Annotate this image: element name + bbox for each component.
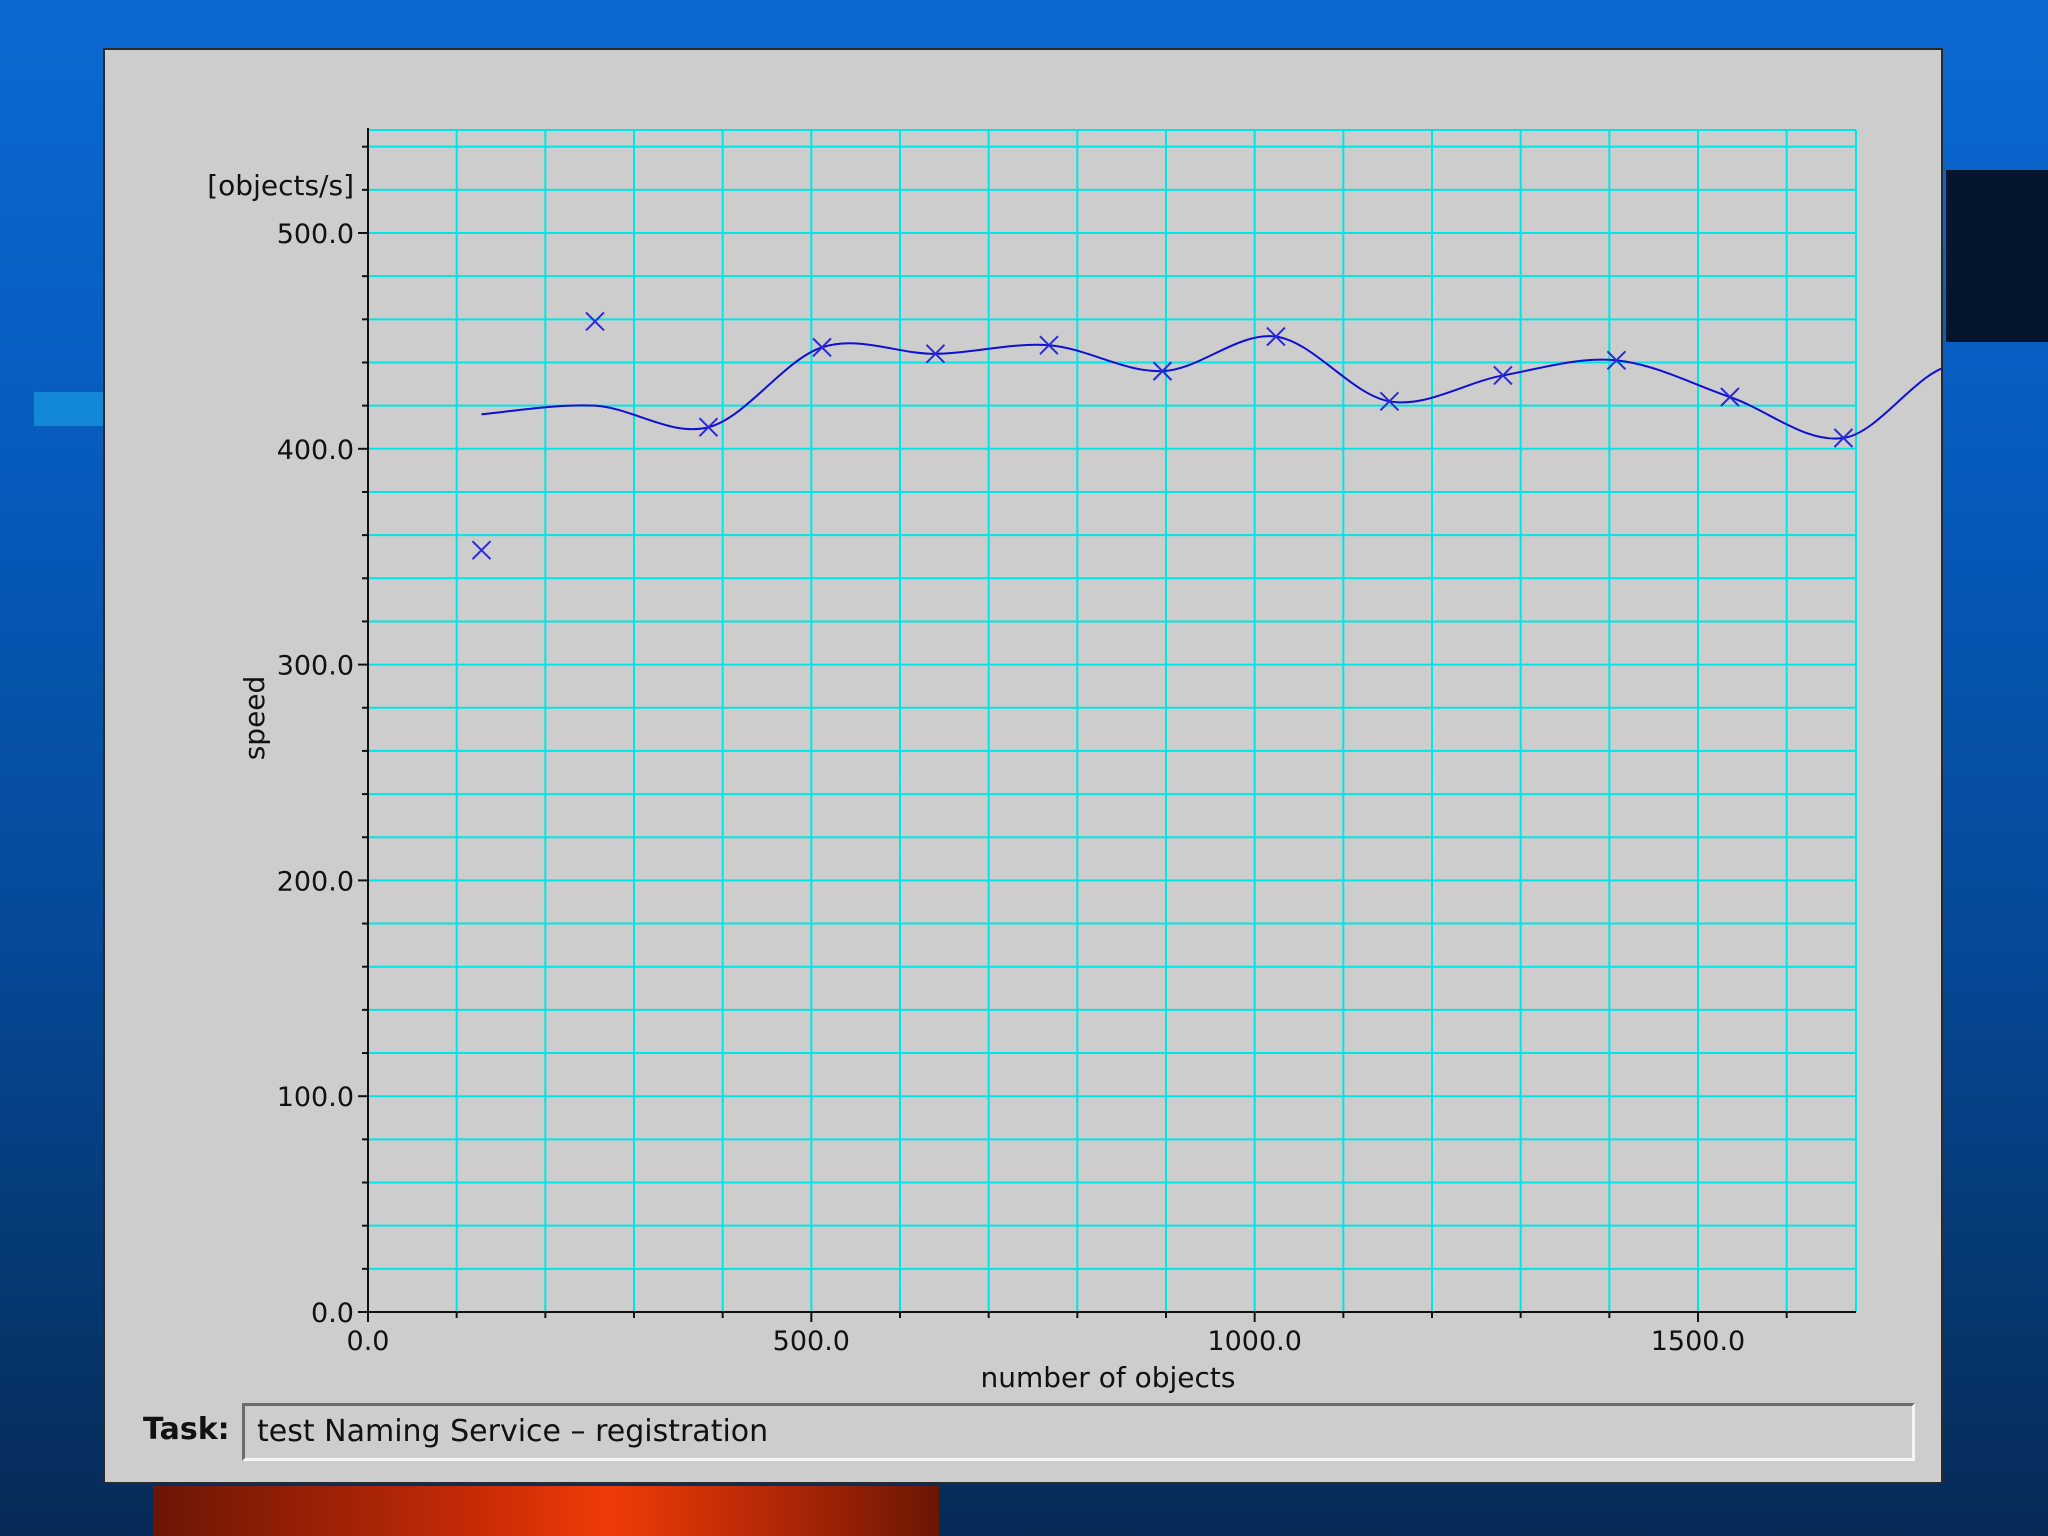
data-point — [812, 337, 832, 358]
axis-labels: 0.0500.01000.01500.02000.00.0100.0200.03… — [207, 169, 1745, 1394]
data-point-stroke — [1606, 350, 1627, 371]
speed-chart: 0.0500.01000.01500.02000.00.0100.0200.03… — [207, 128, 1941, 1394]
series-markers — [471, 311, 1854, 560]
y-tick-label: 100.0 — [277, 1082, 354, 1113]
data-point-stroke — [1266, 326, 1286, 347]
data-point — [1266, 326, 1286, 347]
x-tick-label: 500.0 — [773, 1326, 850, 1357]
data-point-stroke — [585, 311, 605, 332]
data-point — [1379, 391, 1400, 412]
data-point — [471, 540, 492, 560]
y-tick-label: 200.0 — [277, 866, 354, 897]
decorative-bottom-bar — [153, 1486, 939, 1536]
decorative-left-stub — [34, 392, 104, 426]
data-point-stroke — [1152, 361, 1173, 381]
data-point — [925, 344, 946, 364]
data-point — [1152, 361, 1173, 381]
series-curve — [481, 335, 1941, 440]
y-axis-unit: [objects/s] — [207, 169, 354, 202]
x-tick-label: 1500.0 — [1651, 1326, 1745, 1357]
task-field[interactable]: test Naming Service – registration — [242, 1403, 1915, 1461]
data-point-stroke — [471, 540, 492, 560]
series-line — [481, 335, 1941, 440]
x-axis-title: number of objects — [981, 1361, 1236, 1394]
y-tick-label: 300.0 — [277, 651, 354, 682]
grid — [368, 129, 1857, 1312]
x-tick-label: 0.0 — [347, 1326, 390, 1357]
data-point — [1833, 428, 1854, 448]
data-point — [1720, 387, 1740, 407]
y-axis-title: speed — [238, 676, 271, 761]
data-point-stroke — [698, 417, 719, 437]
data-point-stroke — [1720, 387, 1740, 407]
y-tick-label: 0.0 — [311, 1298, 354, 1329]
data-point — [1493, 365, 1513, 386]
data-point — [698, 417, 719, 437]
data-point-stroke — [1493, 365, 1513, 386]
data-point-stroke — [925, 344, 946, 364]
y-tick-label: 400.0 — [277, 435, 354, 466]
x-tick-label: 1000.0 — [1207, 1326, 1301, 1357]
data-point — [585, 311, 605, 332]
data-point-stroke — [1379, 391, 1400, 412]
decorative-dark-block — [1946, 170, 2048, 342]
data-point-stroke — [1833, 428, 1854, 448]
y-tick-label: 500.0 — [277, 219, 354, 250]
data-point-stroke — [812, 337, 832, 358]
data-point-stroke — [1039, 335, 1059, 355]
data-point — [1039, 335, 1059, 355]
data-point — [1606, 350, 1627, 371]
chart-window: 0.0500.01000.01500.02000.00.0100.0200.03… — [103, 48, 1943, 1484]
axes — [358, 128, 1856, 1322]
task-label: Task: — [143, 1412, 230, 1447]
